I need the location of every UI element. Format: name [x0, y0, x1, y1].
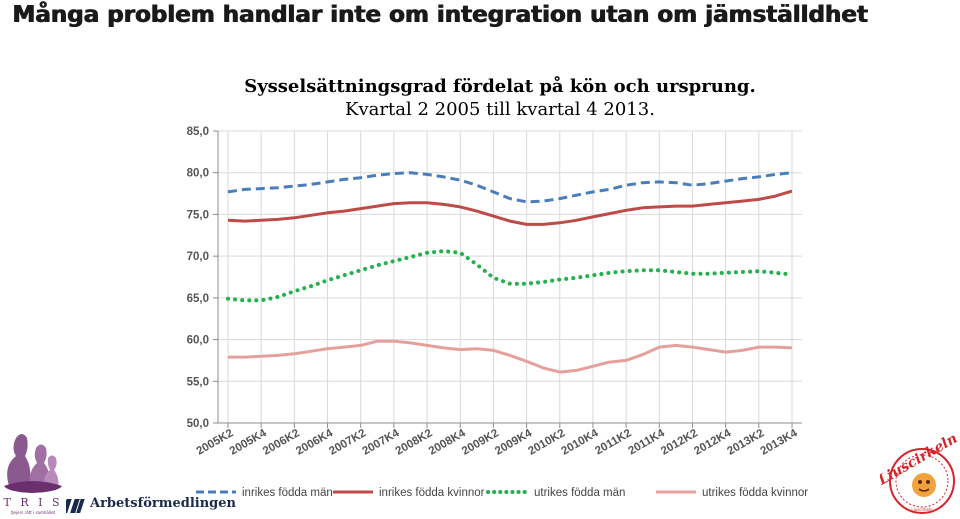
legend: inrikes födda män inrikes födda kvinnor ut… [196, 487, 808, 499]
x-tick-label: 2011K2 [593, 427, 633, 457]
chart-subtitle: Kvartal 2 2005 till kvartal 4 2013. [345, 99, 655, 120]
legend-label: inrikes födda män [242, 487, 333, 499]
x-tick-label: 2005K2 [195, 427, 236, 458]
series-line [226, 249, 794, 303]
arbetsformedlingen-logo-text: Arbetsförmedlingen [90, 496, 236, 511]
arbetsformedlingen-logo [66, 499, 85, 513]
tris-logo-text: T R I S [3, 496, 63, 509]
y-tick-label: 70,0 [187, 251, 209, 263]
x-tick-label: 2009K4 [493, 427, 534, 458]
liuscirkeln-logo: Liuscirkeln Liuscirkeln [880, 435, 958, 514]
y-tick-label: 75,0 [187, 209, 209, 221]
legend-label: utrikes födda kvinnor [702, 487, 808, 499]
y-tick-label: 65,0 [187, 293, 209, 305]
y-axis-ticks: 85,0 80,0 75,0 70,0 65,0 60,0 55,0 50,0 [187, 126, 218, 430]
series-line [228, 339, 793, 374]
x-tick-label: 2012K2 [659, 427, 700, 458]
series-lines [226, 171, 794, 374]
x-tick-label: 2009K2 [460, 427, 501, 458]
series-line [227, 171, 793, 204]
x-tick-label: 2010K4 [560, 427, 601, 458]
x-tick-label: 2007K4 [360, 427, 401, 458]
x-tick-label: 2006K4 [294, 427, 335, 458]
x-tick-label: 2013K2 [725, 427, 766, 458]
tris-logo [4, 434, 62, 493]
x-tick-label: 2008K4 [427, 427, 468, 458]
x-axis-ticks: 2005K22005K42006K22006K42007K22007K42008… [195, 423, 800, 458]
series-line [227, 189, 793, 226]
chart-title: Sysselsättningsgrad fördelat på kön och … [244, 76, 756, 97]
x-tick-label: 2006K2 [261, 427, 302, 458]
tris-logo-subtext: tjejers rätt i samhället [10, 510, 56, 515]
y-tick-label: 60,0 [187, 335, 209, 347]
page-title: Många problem handlar inte om integratio… [12, 2, 868, 28]
gridlines [217, 130, 802, 424]
legend-label: utrikes födda män [534, 487, 625, 499]
x-tick-label: 2008K2 [394, 427, 435, 458]
y-tick-label: 80,0 [187, 168, 209, 180]
y-tick-label: 55,0 [187, 376, 209, 388]
x-tick-label: 2013K4 [759, 427, 800, 458]
legend-label: inrikes födda kvinnor [379, 487, 485, 499]
x-tick-label: 2012K4 [692, 427, 733, 458]
x-tick-label: 2007K2 [327, 427, 368, 458]
liuscirkeln-logo-subtext: Liuscirkeln [911, 507, 933, 512]
y-tick-label: 50,0 [187, 418, 209, 430]
x-tick-label: 2010K2 [526, 427, 567, 458]
y-tick-label: 85,0 [187, 126, 209, 138]
x-tick-label: 2005K4 [228, 427, 269, 458]
